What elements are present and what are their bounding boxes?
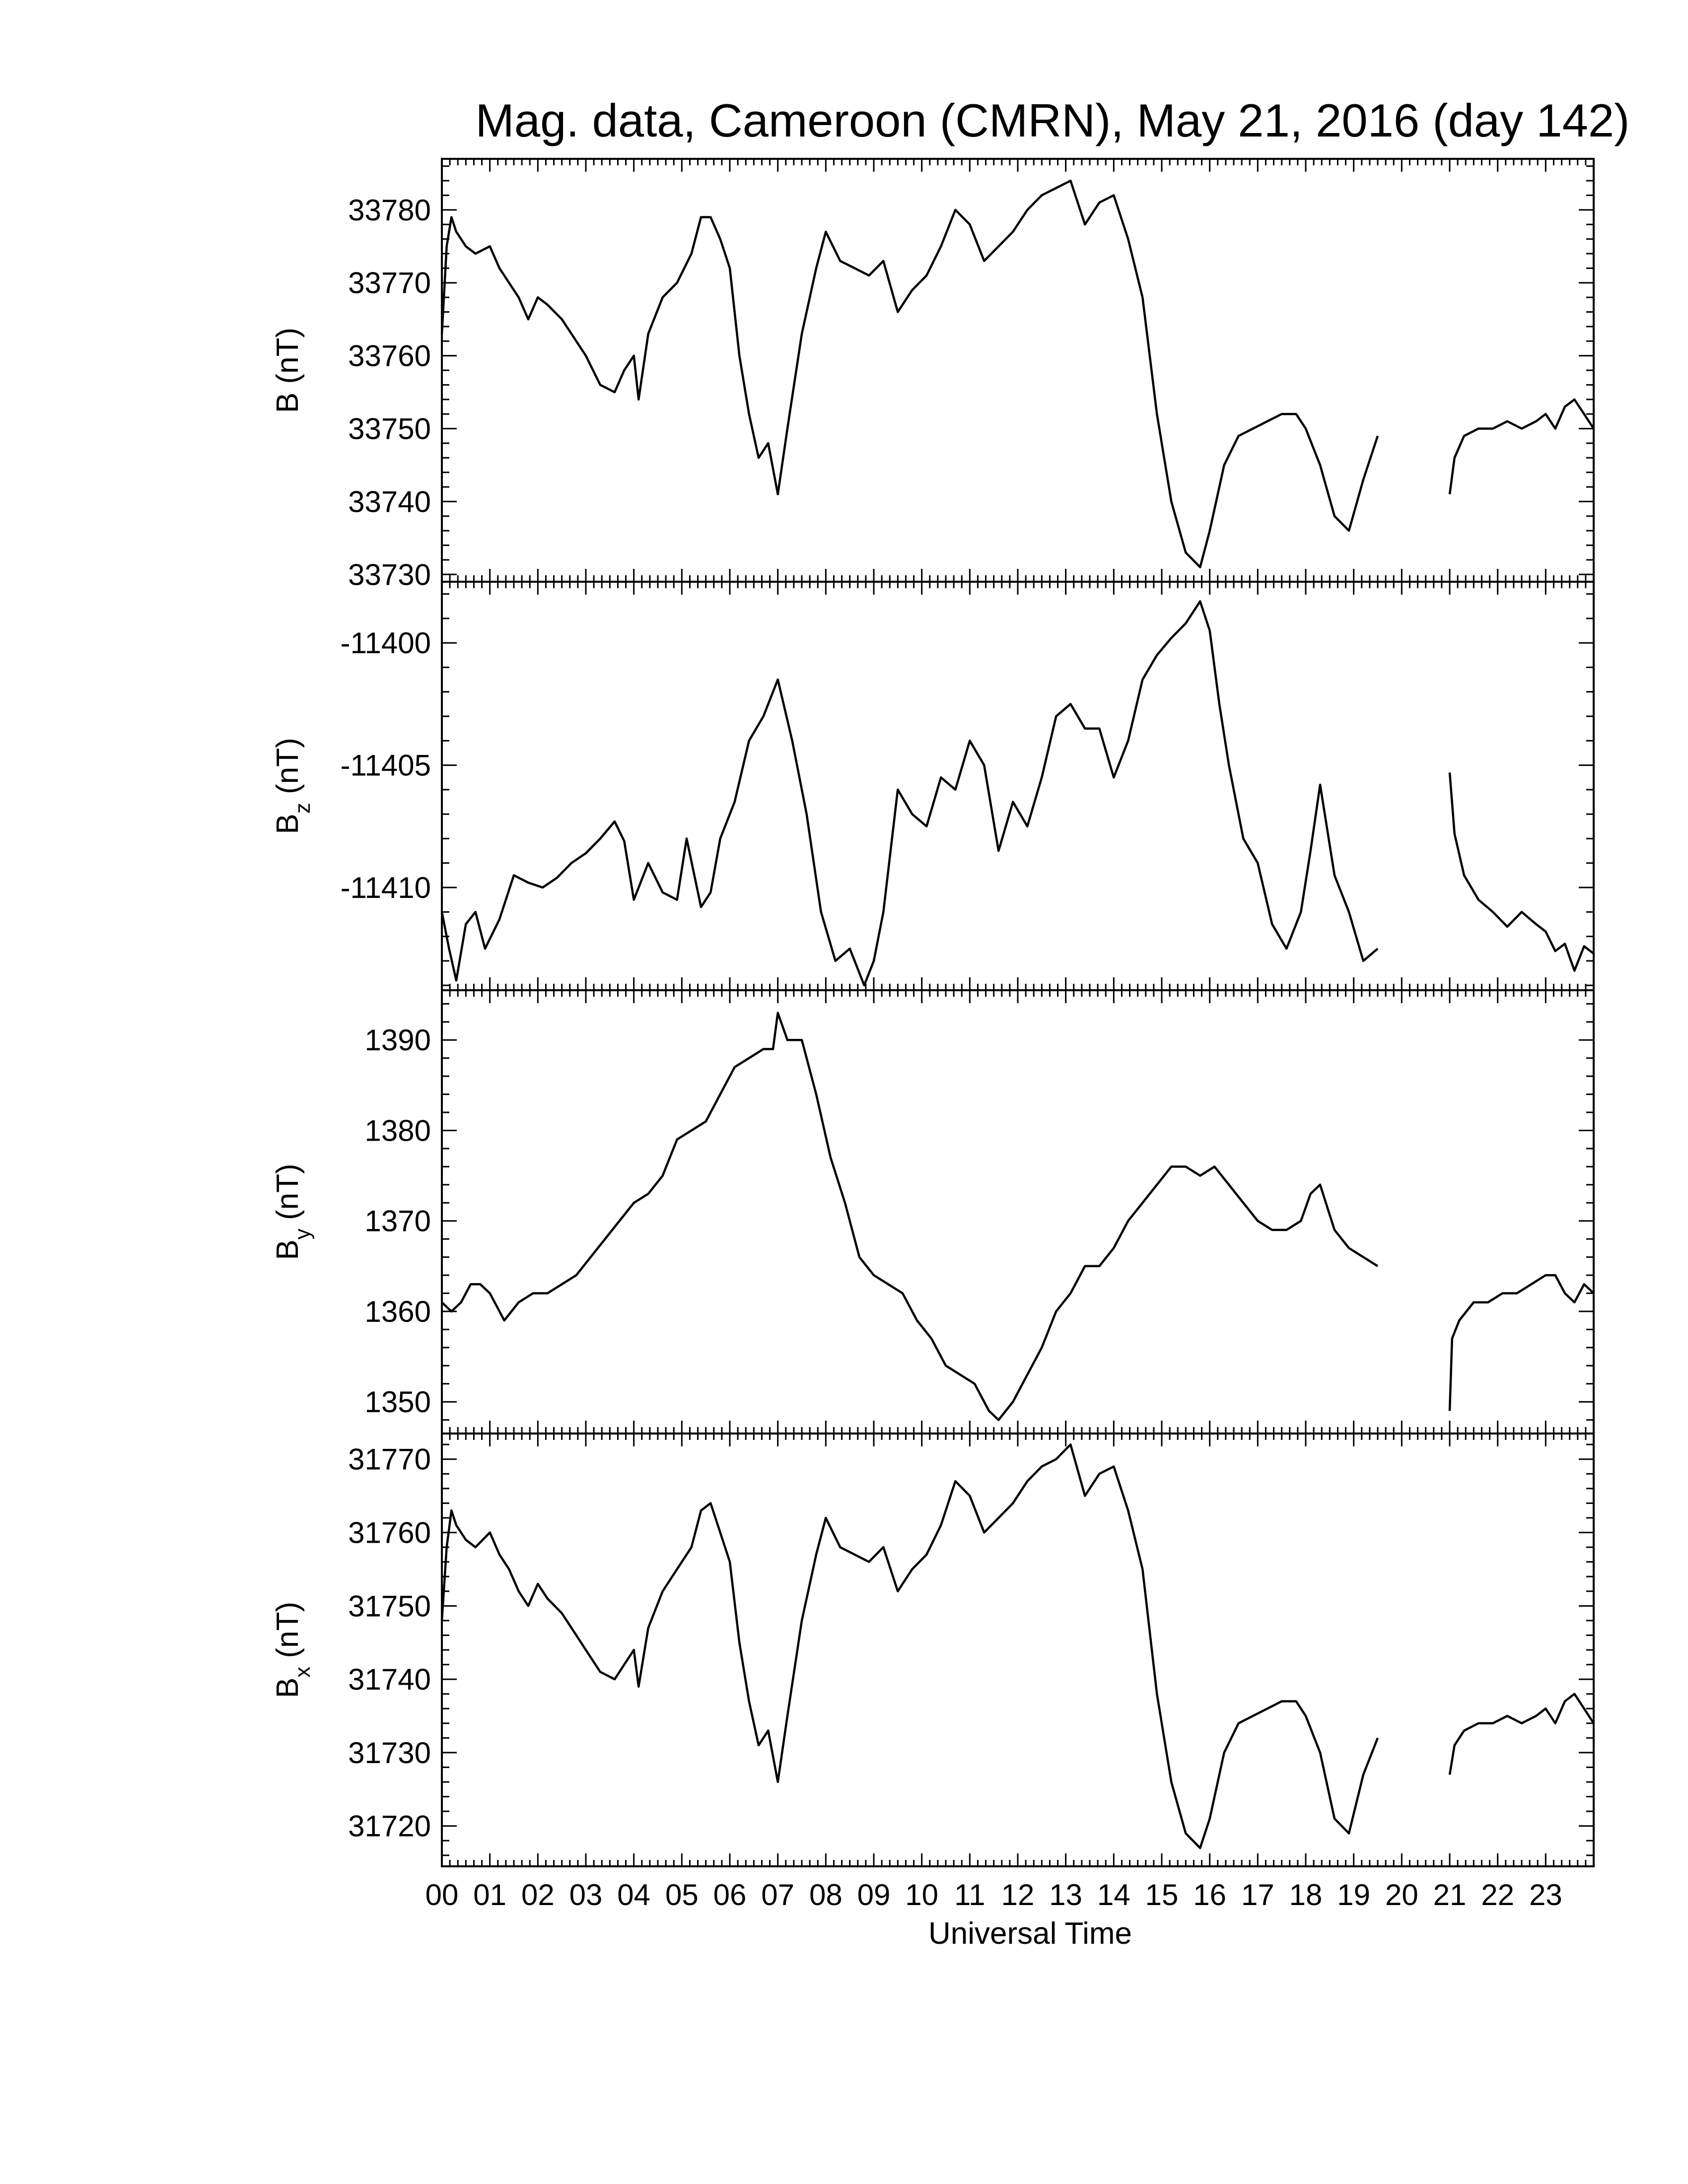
x-tick-label: 08 xyxy=(809,1878,843,1911)
x-tick-label: 23 xyxy=(1529,1878,1562,1911)
data-trace-segment-2 xyxy=(1448,1693,1595,1775)
y-tick-label: 33760 xyxy=(348,340,431,373)
data-trace-segment-2 xyxy=(1448,772,1595,972)
x-tick-label: 14 xyxy=(1097,1878,1130,1911)
data-trace-segment-1 xyxy=(440,1443,1379,1849)
panel-by: 1350 1360 1370 1380 1390 By (nT) xyxy=(271,989,1595,1434)
y-tick-label: 33780 xyxy=(348,194,431,227)
data-trace-segment-1 xyxy=(440,600,1379,987)
y-axis-title-unit: (nT) xyxy=(271,1602,305,1667)
y-axis-title-subscript: x xyxy=(290,1667,315,1678)
x-tick-label: 00 xyxy=(425,1878,459,1911)
y-tick-label: 1360 xyxy=(365,1295,431,1328)
y-tick-label: -11405 xyxy=(341,749,431,782)
x-tick-label: 11 xyxy=(954,1878,985,1911)
panel-bx: 31720 31730 31740 31750 31760 31770 Bx (nT) xyxy=(271,1433,1595,1867)
x-tick-label: 22 xyxy=(1481,1878,1514,1911)
x-tick-label: 20 xyxy=(1385,1878,1418,1911)
x-tick-label: 06 xyxy=(713,1878,747,1911)
x-tick-label: 16 xyxy=(1193,1878,1226,1911)
x-tick-label: 07 xyxy=(761,1878,794,1911)
x-tick-label: 19 xyxy=(1337,1878,1370,1911)
panel-frame xyxy=(441,581,1595,991)
y-tick-label: 31750 xyxy=(348,1589,431,1623)
data-trace-segment-2 xyxy=(1448,398,1595,494)
panel-b: 33730 33740 33750 33760 33770 33780 B (nT) xyxy=(271,158,1595,591)
y-tick-label: 31770 xyxy=(348,1443,431,1476)
y-axis-title: By (nT) xyxy=(271,1163,315,1260)
x-tick-label: 03 xyxy=(569,1878,603,1911)
panel-bz: -11400 -11405 -11410 Bz (nT) xyxy=(271,581,1595,991)
y-axis-title-main: B xyxy=(271,1239,305,1260)
y-tick-label: -11410 xyxy=(341,871,431,904)
y-tick-label: 1370 xyxy=(365,1205,431,1238)
x-tick-label: 09 xyxy=(857,1878,891,1911)
x-tick-label: 13 xyxy=(1049,1878,1082,1911)
y-tick-label: 31760 xyxy=(348,1516,431,1550)
y-axis-title-subscript: z xyxy=(290,803,315,814)
x-tick-label: 18 xyxy=(1289,1878,1323,1911)
x-tick-label: 04 xyxy=(617,1878,650,1911)
y-axis-title-main: B xyxy=(271,393,305,413)
y-axis-title-subscript: y xyxy=(290,1228,315,1239)
y-tick-label: 33740 xyxy=(348,485,431,518)
panel-frame xyxy=(441,158,1595,583)
y-axis-title-unit: (nT) xyxy=(271,738,305,803)
y-tick-label: 1350 xyxy=(365,1385,431,1419)
x-tick-label: 05 xyxy=(665,1878,699,1911)
y-tick-label: 33750 xyxy=(348,412,431,446)
panel-frame xyxy=(441,989,1595,1434)
data-trace-segment-1 xyxy=(440,179,1379,568)
y-axis-title-main: B xyxy=(271,1678,305,1698)
y-tick-label: 1380 xyxy=(365,1114,431,1147)
x-tick-label: 15 xyxy=(1145,1878,1179,1911)
y-axis-title-main: B xyxy=(271,814,305,834)
x-axis-title: Universal Time xyxy=(928,1916,1132,1951)
x-tick-label: 21 xyxy=(1433,1878,1467,1911)
y-axis-title: Bz (nT) xyxy=(271,738,315,834)
y-tick-label: 1390 xyxy=(365,1024,431,1057)
chart-title: Mag. data, Cameroon (CMRN), May 21, 2016… xyxy=(476,94,1630,146)
x-tick-label: 10 xyxy=(905,1878,938,1911)
y-axis-title-unit: (nT) xyxy=(271,328,305,393)
y-axis-title: Bx (nT) xyxy=(271,1602,315,1698)
y-tick-label: 31730 xyxy=(348,1736,431,1770)
x-tick-label: 02 xyxy=(521,1878,555,1911)
panel-frame xyxy=(441,1433,1595,1867)
y-tick-label: 31720 xyxy=(348,1810,431,1843)
y-axis-title-unit: (nT) xyxy=(271,1163,305,1228)
x-tick-label: 12 xyxy=(1001,1878,1035,1911)
x-axis: 00 01 02 03 04 05 06 07 08 09 10 11 12 13 14 15 16 17 18 19… xyxy=(425,1878,1562,1911)
x-tick-label: 01 xyxy=(473,1878,506,1911)
x-tick-label: 17 xyxy=(1241,1878,1274,1911)
y-axis-title: B (nT) xyxy=(271,328,305,413)
y-tick-label: -11400 xyxy=(341,626,431,660)
y-tick-label: 31740 xyxy=(348,1663,431,1696)
y-tick-label: 33730 xyxy=(348,558,431,591)
data-trace-segment-1 xyxy=(441,1012,1379,1421)
y-tick-label: 33770 xyxy=(348,267,431,300)
data-trace-segment-2 xyxy=(1448,1274,1595,1411)
